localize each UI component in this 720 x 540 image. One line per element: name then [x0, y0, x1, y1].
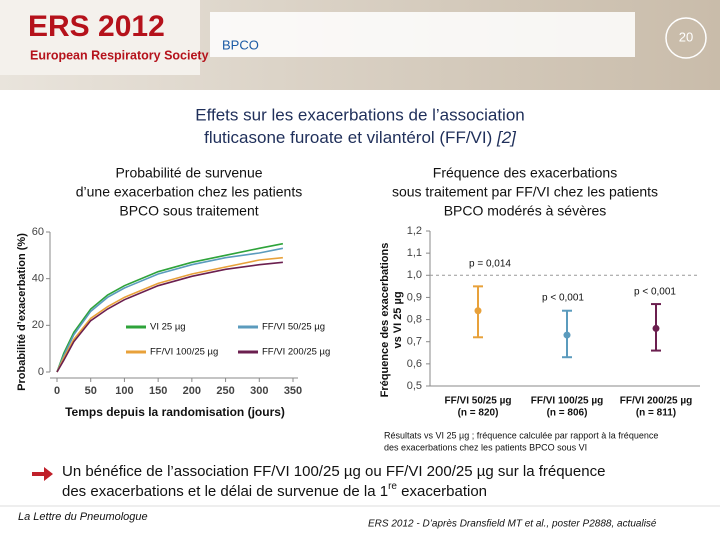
x-tick-label: 250 [216, 385, 234, 397]
series-line [56, 242, 284, 373]
x-tick-label: (n = 806) [547, 408, 588, 419]
y-tick-label: 0,9 [407, 291, 422, 303]
x-tick-label: 350 [284, 385, 302, 397]
y-tick-label: 40 [32, 273, 44, 285]
chart-title: d’une exacerbation chez les patients [76, 184, 302, 200]
page-number: 20 [679, 29, 693, 44]
y-tick-label: 20 [32, 319, 44, 331]
chart-title: BPCO modérés à sévères [444, 203, 607, 219]
footnote: des exacerbations chez les patients BPCO… [384, 442, 587, 452]
chart-title: BPCO sous traitement [119, 203, 258, 219]
x-tick-label: FF/VI 50/25 µg [445, 396, 512, 407]
y-tick-label: 1,0 [407, 269, 422, 281]
y-axis-label: Probabilité d’exacerbation (%) [16, 233, 28, 391]
annotation: p = 0,014 [469, 259, 511, 270]
x-tick-label: 0 [54, 385, 60, 397]
y-tick-label: 0,6 [407, 358, 422, 370]
x-tick-label: 200 [183, 385, 201, 397]
y-tick-label: 0,8 [407, 313, 422, 325]
x-tick-label: FF/VI 200/25 µg [620, 396, 692, 407]
x-tick-label: (n = 820) [458, 408, 499, 419]
bullet-arrow [32, 467, 53, 481]
superscript: re [388, 481, 397, 492]
y-axis-label: Fréquence des exacerbations [379, 243, 391, 398]
title-line: fluticasone furoate et vilantérol (FF/VI… [204, 128, 497, 147]
logo-title: ERS 2012 [28, 10, 165, 43]
dot [652, 324, 660, 332]
dot [474, 307, 482, 315]
footnote: Résultats vs VI 25 µg ; fréquence calcul… [384, 430, 658, 440]
logo-subtitle: European Respiratory Society [30, 48, 209, 62]
x-axis-label: Temps depuis la randomisation (jours) [65, 405, 285, 419]
x-tick-label: 150 [149, 385, 167, 397]
chart-title: Probabilité de survenue [115, 165, 262, 181]
y-tick-label: 1,2 [407, 225, 422, 237]
annotation: p < 0,001 [634, 287, 676, 298]
footer-right: ERS 2012 - D’après Dransfield MT et al.,… [368, 519, 657, 530]
chart-title: Fréquence des exacerbations [433, 165, 617, 181]
title-ref: [2] [496, 128, 517, 147]
series-line [56, 261, 283, 373]
y-tick-label: 0,5 [407, 380, 422, 392]
section-bar [210, 12, 635, 57]
bullet-text: Un bénéfice de l’association FF/VI 100/2… [62, 463, 605, 480]
annotation: p < 0,001 [542, 293, 584, 304]
series-line [56, 256, 283, 373]
page-circle [665, 17, 707, 59]
x-tick-label: 100 [115, 385, 133, 397]
y-tick-label: 60 [32, 226, 44, 238]
legend-label: VI 25 µg [150, 322, 186, 333]
y-axis-label: vs VI 25 µg [392, 291, 404, 348]
dot [563, 331, 571, 339]
x-tick-label: (n = 811) [636, 408, 676, 419]
x-tick-label: 50 [85, 385, 97, 397]
title-line: Effets sur les exacerbations de l’associ… [195, 105, 524, 124]
legend-label: FF/VI 50/25 µg [262, 322, 325, 333]
bullet-text: des exacerbations et le délai de survenu… [62, 483, 388, 500]
chart-title: sous traitement par FF/VI chez les patie… [392, 184, 658, 200]
bullet-text: exacerbation [397, 483, 487, 500]
title-line: fluticasone furoate et vilantérol (FF/VI… [204, 128, 517, 147]
legend-label: FF/VI 200/25 µg [262, 347, 330, 358]
y-tick-label: 0,7 [407, 336, 422, 348]
bullet-text: des exacerbations et le délai de survenu… [62, 481, 487, 500]
logo-box [0, 0, 200, 75]
legend-label: FF/VI 100/25 µg [150, 347, 218, 358]
y-tick-label: 0 [38, 366, 44, 378]
x-tick-label: FF/VI 100/25 µg [531, 396, 603, 407]
footer-left: La Lettre du Pneumologue [18, 511, 148, 523]
x-tick-label: 300 [250, 385, 268, 397]
series-line [56, 247, 284, 373]
y-tick-label: 1,1 [407, 247, 422, 259]
section: BPCO [222, 37, 259, 52]
